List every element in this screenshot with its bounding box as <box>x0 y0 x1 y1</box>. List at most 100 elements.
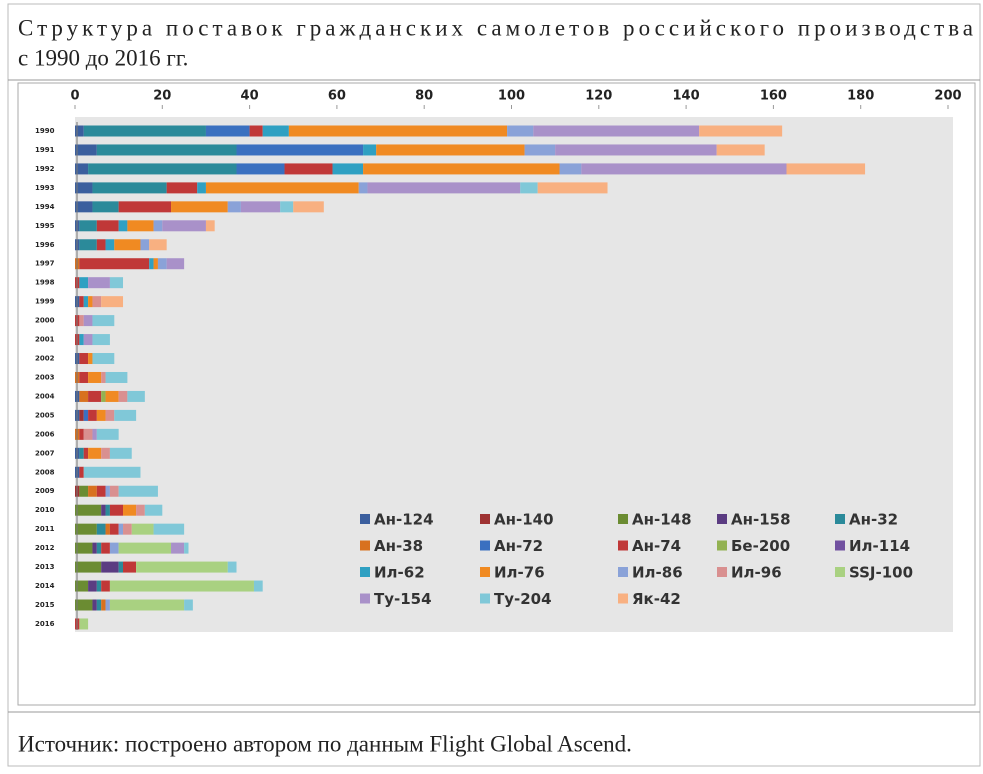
legend-label: Ан-32 <box>849 511 898 529</box>
bar-segment <box>75 125 84 137</box>
legend-label: Ан-158 <box>731 511 791 529</box>
legend-label: Ан-72 <box>494 537 543 555</box>
y-tick-label: 2016 <box>35 620 55 628</box>
bar-segment <box>101 390 106 402</box>
bar-segment <box>123 523 132 535</box>
legend-swatch <box>618 514 628 524</box>
bar-segment <box>83 466 141 478</box>
bar-segment <box>288 125 508 137</box>
y-tick-label: 2009 <box>35 487 55 495</box>
bar-segment <box>144 504 163 516</box>
bar-segment <box>105 239 115 251</box>
bar-segment <box>79 428 84 440</box>
bar-segment <box>101 447 110 459</box>
bar-segment <box>75 201 93 213</box>
bar-segment <box>105 390 119 402</box>
bar-segment <box>227 561 237 573</box>
bar-segment <box>123 504 137 516</box>
bar-segment <box>149 239 167 251</box>
bar-segment <box>109 447 132 459</box>
bar-segment <box>236 163 285 175</box>
bar-segment <box>205 125 250 137</box>
bar-segment <box>75 561 102 573</box>
bar-segment <box>280 201 294 213</box>
y-tick-label: 2012 <box>35 544 55 552</box>
y-tick-label: 2001 <box>35 336 55 344</box>
bar-segment <box>166 258 185 270</box>
bar-segment <box>75 580 89 592</box>
bar-segment <box>79 409 84 421</box>
legend-label: SSJ-100 <box>849 564 913 582</box>
bar-segment <box>284 163 333 175</box>
bar-segment <box>332 163 364 175</box>
bar-segment <box>171 201 228 213</box>
x-tick-label: 200 <box>934 89 961 104</box>
bar-segment <box>537 182 608 194</box>
legend-swatch <box>360 567 370 577</box>
bar-segment <box>101 542 110 554</box>
bar-segment <box>157 258 167 270</box>
y-tick-label: 1994 <box>35 203 55 211</box>
bar-segment <box>105 504 110 516</box>
bar-segment <box>109 580 254 592</box>
bar-segment <box>88 409 97 421</box>
bar-segment <box>507 125 534 137</box>
bar-segment <box>363 144 377 156</box>
bar-segment <box>88 485 97 497</box>
bar-segment <box>118 201 172 213</box>
bar-segment <box>358 182 368 194</box>
bar-segment <box>109 277 124 289</box>
bar-segment <box>83 447 89 459</box>
bar-segment <box>524 144 556 156</box>
bar-segment <box>79 447 84 459</box>
bar-segment <box>96 409 106 421</box>
y-tick-label: 1990 <box>35 127 55 135</box>
x-tick-label: 40 <box>241 89 259 104</box>
y-tick-label: 1996 <box>35 241 55 249</box>
bar-segment <box>88 353 93 365</box>
bar-segment <box>105 371 128 383</box>
bar-segment <box>83 315 93 327</box>
bar-segment <box>92 315 115 327</box>
bar-segment <box>96 542 102 554</box>
bar-segment <box>109 485 119 497</box>
bar-segment <box>162 220 206 232</box>
bar-segment <box>75 542 93 554</box>
bar-segment <box>105 409 115 421</box>
bar-segment <box>105 523 110 535</box>
bar-segment <box>79 390 89 402</box>
bar-segment <box>240 201 281 213</box>
bar-segment <box>79 220 97 232</box>
y-tick-label: 1993 <box>35 184 55 192</box>
bar-segment <box>118 561 124 573</box>
legend-swatch <box>618 593 628 604</box>
bar-segment <box>92 428 97 440</box>
bar-segment <box>88 447 102 459</box>
bar-segment <box>118 485 158 497</box>
legend-swatch <box>717 514 727 524</box>
legend-swatch <box>618 540 628 551</box>
bar-segment <box>75 144 97 156</box>
bar-segment <box>118 390 128 402</box>
x-tick-label: 0 <box>70 89 79 104</box>
bar-segment <box>79 315 84 327</box>
bar-segment <box>197 182 206 194</box>
bar-segment <box>88 163 237 175</box>
bar-segment <box>123 561 137 573</box>
bar-segment <box>79 371 89 383</box>
bar-segment <box>75 504 102 516</box>
legend-label: Ту-204 <box>494 590 552 608</box>
y-tick-label: 1999 <box>35 298 55 306</box>
y-tick-label: 2004 <box>35 392 55 400</box>
legend-label: Ту-154 <box>374 590 432 608</box>
bar-segment <box>75 182 93 194</box>
bar-segment <box>363 163 560 175</box>
x-tick-label: 120 <box>585 89 612 104</box>
bar-segment <box>140 239 150 251</box>
y-tick-label: 1992 <box>35 165 55 173</box>
title-line: с 1990 до 2016 гг. <box>18 45 188 70</box>
bar-segment <box>79 485 89 497</box>
bar-segment <box>109 599 185 611</box>
bar-segment <box>79 296 84 308</box>
bar-segment <box>149 258 154 270</box>
